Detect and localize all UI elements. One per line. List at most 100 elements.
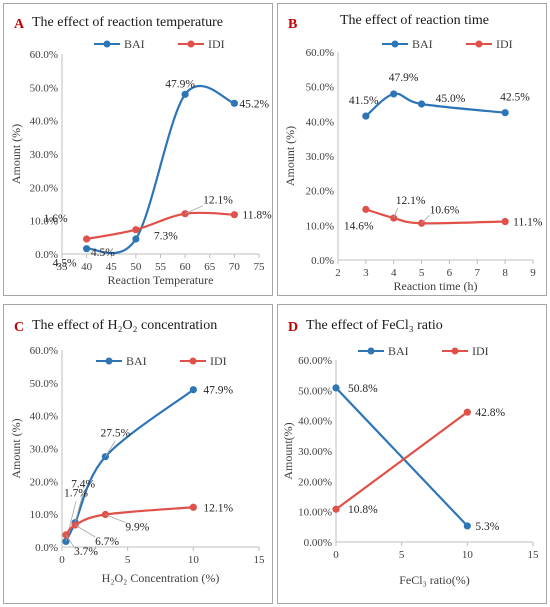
data-point-idi bbox=[132, 226, 140, 234]
y-tick-label: 10.0% bbox=[306, 220, 334, 232]
data-label-leader bbox=[74, 492, 84, 523]
data-point-bai bbox=[181, 90, 189, 98]
data-point-bai bbox=[230, 99, 238, 107]
data-label-bai: 47.9% bbox=[203, 385, 233, 397]
x-tick-label: 10 bbox=[462, 549, 474, 561]
chart-title: The effect of reaction time bbox=[340, 13, 489, 28]
x-tick-label: 3 bbox=[363, 267, 369, 279]
chart-title: The effect of H₂O₂ concentration bbox=[32, 318, 217, 333]
data-label-bai: 5.3% bbox=[475, 521, 499, 533]
data-point-bai bbox=[132, 235, 140, 243]
data-label-leader bbox=[105, 440, 116, 457]
x-tick-label: 2 bbox=[335, 267, 341, 279]
x-tick-label: 60 bbox=[180, 261, 192, 273]
y-tick-label: 60.00% bbox=[298, 355, 332, 367]
data-label-idi: 42.8% bbox=[475, 407, 505, 419]
legend-label-bai: BAI bbox=[126, 354, 147, 368]
data-point-idi bbox=[230, 211, 238, 219]
y-tick-label: 0.0% bbox=[311, 255, 334, 267]
legend-marker-idi bbox=[189, 357, 197, 365]
x-tick-label: 15 bbox=[528, 549, 540, 561]
y-axis-label: Amount (%) bbox=[283, 126, 297, 186]
x-tick-label: 0 bbox=[333, 549, 339, 561]
series-line-idi bbox=[86, 211, 235, 241]
panel-letter: B bbox=[288, 17, 297, 32]
chart-panel-c: C The effect of H₂O₂ concentration 0.0% 10.… bbox=[3, 304, 273, 604]
data-label-bai: 41.5% bbox=[349, 95, 379, 107]
x-tick-label: 70 bbox=[229, 261, 241, 273]
legend-label-bai: BAI bbox=[412, 37, 433, 51]
data-label-leader bbox=[393, 207, 399, 219]
data-label-idi: 12.1% bbox=[396, 195, 426, 207]
data-label-bai: 4.5% bbox=[53, 258, 77, 270]
data-point-idi bbox=[501, 217, 509, 226]
x-tick-label: 4 bbox=[391, 267, 397, 279]
data-label-bai: 27.5% bbox=[100, 428, 130, 440]
legend-marker-idi bbox=[451, 347, 459, 355]
panel-letter: D bbox=[288, 320, 298, 335]
x-tick-label: 5 bbox=[419, 267, 425, 279]
data-point-bai bbox=[390, 90, 398, 98]
series-line-idi bbox=[365, 208, 506, 225]
y-tick-label: 30.0% bbox=[30, 149, 58, 161]
chart-d-svg: D The effect of FeCl₃ ratio 0.00% 10.00% 20.… bbox=[281, 318, 540, 587]
data-label-idi: 10.6% bbox=[430, 204, 460, 216]
data-point-idi bbox=[332, 505, 340, 513]
data-label-idi: 3.7% bbox=[74, 546, 98, 558]
legend-label-idi: IDI bbox=[472, 344, 489, 358]
data-label-bai: 45.2% bbox=[239, 98, 269, 110]
data-point-idi bbox=[62, 531, 70, 539]
x-tick-label: 55 bbox=[155, 261, 167, 273]
data-label-idi: 10.8% bbox=[348, 504, 378, 516]
data-label-idi: 9.9% bbox=[125, 521, 149, 533]
y-axis-label: Amount (%) bbox=[9, 418, 23, 478]
x-tick-label: 35 bbox=[57, 261, 69, 273]
y-axis-label: Amount(%) bbox=[281, 422, 295, 479]
y-tick-label: 50.0% bbox=[306, 82, 334, 94]
legend-marker-bai bbox=[103, 40, 111, 48]
data-point-idi bbox=[101, 510, 109, 519]
x-tick-label: 45 bbox=[106, 261, 118, 273]
x-tick-label: 5 bbox=[399, 549, 405, 561]
x-tick-label: 10 bbox=[188, 554, 200, 566]
data-point-bai bbox=[332, 384, 340, 392]
data-label-bai: 50.8% bbox=[348, 383, 378, 395]
x-tick-label: 65 bbox=[204, 261, 216, 273]
data-label-bai: 47.9% bbox=[389, 72, 419, 84]
y-tick-label: 40.0% bbox=[30, 411, 58, 423]
data-label-leader bbox=[74, 524, 96, 538]
y-tick-label: 50.0% bbox=[30, 82, 58, 94]
x-tick-label: 0 bbox=[59, 554, 65, 566]
y-tick-label: 40.0% bbox=[30, 116, 58, 128]
data-label-idi: 14.6% bbox=[344, 220, 374, 232]
x-tick-label: 5 bbox=[125, 554, 131, 566]
y-tick-label: 50.0% bbox=[30, 378, 58, 390]
x-tick-label: 50 bbox=[130, 261, 142, 273]
data-label-bai: 47.9% bbox=[165, 78, 195, 90]
y-tick-label: 40.00% bbox=[298, 416, 332, 428]
y-axis-label: Amount (%) bbox=[9, 124, 23, 184]
legend-label-bai: BAI bbox=[388, 344, 409, 358]
data-label-idi: 1.6% bbox=[44, 213, 68, 225]
y-tick-label: 50.00% bbox=[298, 385, 332, 397]
chart-c-svg: C The effect of H₂O₂ concentration 0.0% 10.… bbox=[9, 318, 265, 585]
data-label-idi: 11.8% bbox=[242, 210, 272, 222]
y-tick-label: 10.0% bbox=[30, 509, 58, 521]
y-tick-label: 60.0% bbox=[30, 49, 58, 61]
y-tick-label: 0.0% bbox=[35, 542, 58, 554]
data-point-idi bbox=[83, 235, 91, 243]
y-tick-label: 30.0% bbox=[306, 151, 334, 163]
legend-marker-idi bbox=[475, 40, 483, 48]
y-tick-label: 20.0% bbox=[30, 476, 58, 488]
y-tick-label: 0.0% bbox=[35, 249, 58, 261]
data-label-idi: 12.1% bbox=[203, 502, 233, 514]
data-label-leader bbox=[184, 205, 204, 215]
y-tick-label: 20.00% bbox=[298, 476, 332, 488]
data-point-idi bbox=[463, 408, 471, 416]
chart-b-svg: B The effect of reaction time 0.0% 10.0% 20.… bbox=[283, 13, 543, 293]
data-label-bai: 42.5% bbox=[500, 92, 530, 104]
data-label-idi: 11.1% bbox=[513, 217, 543, 229]
series-line-bai bbox=[335, 387, 469, 527]
series-line-bai bbox=[365, 92, 506, 117]
series-line-bai bbox=[64, 388, 194, 542]
